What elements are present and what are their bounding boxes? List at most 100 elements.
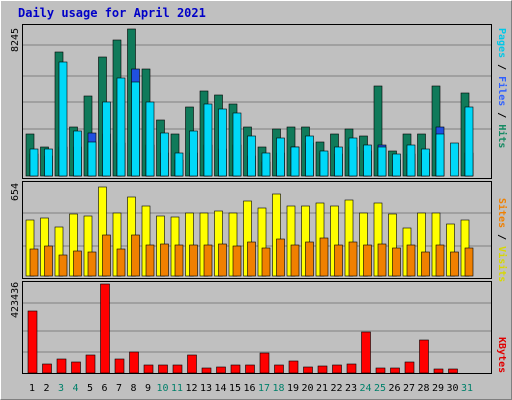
x-tick-label: 21 (315, 383, 329, 394)
x-tick-label: 14 (214, 383, 227, 394)
kbytes-bar-kbytes (85, 354, 96, 374)
x-tick-label: 9 (144, 383, 152, 394)
kbytes-bar-kbytes (129, 351, 139, 374)
x-tick-label: 2 (43, 383, 50, 394)
hits-bar-pages (290, 146, 300, 177)
hits-bar-pages (305, 135, 314, 177)
kbytes-bar-kbytes (346, 363, 357, 374)
kbytes-bar-kbytes (187, 354, 197, 374)
hits-bar-pages (73, 130, 82, 177)
visits-bar-sites (305, 241, 314, 277)
x-tick-label: 25 (373, 383, 387, 394)
legend-files: Files (496, 76, 507, 107)
hits-bar-pages (145, 101, 155, 177)
visits-bar-sites (218, 243, 227, 277)
kbytes-bar-kbytes (274, 364, 284, 374)
kbytes-bar-kbytes (230, 364, 241, 374)
visits-bar-sites (290, 244, 300, 277)
hits-ymax-label: 8245 (10, 27, 21, 52)
legend-pages: Pages (496, 28, 507, 59)
x-tick-label: 30 (446, 383, 459, 394)
x-tick-label: 1 (28, 383, 36, 394)
hits-bar-pages (334, 146, 343, 177)
kbytes-bar-kbytes (303, 366, 313, 374)
visits-bar-sites (450, 251, 459, 277)
legend-sep: / (496, 58, 507, 77)
visits-bar-sites (276, 238, 285, 277)
kbytes-bar-kbytes (201, 367, 212, 374)
kbytes-bar-kbytes (245, 364, 255, 374)
hits-bar-pages (160, 132, 169, 177)
hits-bar-pages (406, 144, 416, 177)
kbytes-bar-kbytes (390, 367, 400, 374)
kbytes-legend: KBytes (496, 337, 507, 373)
visits-bar-sites (247, 241, 256, 277)
hits-bar-pages (319, 150, 329, 177)
x-tick-label: 24 (359, 383, 372, 394)
kbytes-bar-kbytes (361, 331, 371, 374)
visits-bar-sites (334, 244, 343, 277)
x-tick-label: 4 (72, 383, 79, 394)
x-tick-label: 3 (57, 383, 65, 394)
x-tick-label: 16 (243, 383, 256, 394)
legend-sites: Sites (496, 198, 507, 229)
hits-bar-pages (421, 148, 430, 177)
hits-bar-pages (116, 77, 126, 177)
hits-bar-pages (131, 81, 140, 177)
x-tick-label: 8 (130, 383, 137, 394)
hits-bar-pages (189, 130, 198, 177)
x-tick-label: 23 (344, 383, 358, 394)
hits-bar-pages (392, 153, 401, 177)
visits-bar-sites (160, 243, 169, 277)
kbytes-bar-kbytes (172, 364, 183, 374)
hits-bar-pages (29, 148, 39, 177)
x-tick-label: 27 (402, 383, 416, 394)
x-tick-label: 31 (460, 383, 474, 394)
x-tick-label: 12 (185, 383, 198, 394)
kbytes-bar-kbytes (114, 358, 125, 374)
kbytes-bar-kbytes (448, 368, 458, 374)
hits-bar-pages (377, 146, 387, 177)
x-tick-label: 11 (170, 383, 184, 394)
visits-bar-sites (29, 248, 39, 277)
x-tick-label: 28 (417, 383, 430, 394)
legend-hits: Hits (496, 124, 507, 149)
x-tick-label: 15 (228, 383, 242, 394)
x-tick-label: 19 (286, 383, 300, 394)
x-tick-label: 29 (431, 383, 445, 394)
visits-bar-sites (421, 251, 430, 277)
hits-bar-pages (276, 137, 285, 177)
legend-sep: / (496, 228, 507, 247)
visits-bar-sites (87, 251, 97, 277)
hits-bar-pages (203, 103, 213, 177)
hits-bar-pages (174, 152, 184, 177)
visits-bar-sites (102, 234, 111, 277)
x-tick-label: 18 (272, 383, 285, 394)
hits-legend: Pages / Files / Hits (496, 28, 507, 148)
hits-bar-pages (348, 137, 358, 177)
visits-bar-sites (145, 244, 155, 277)
hits-bar-pages (102, 101, 111, 177)
visits-ymax-label: 654 (10, 182, 21, 201)
hits-bar-pages (464, 106, 474, 177)
kbytes-bar-kbytes (158, 364, 168, 374)
kbytes-bar-kbytes (56, 358, 67, 374)
kbytes-bar-kbytes (404, 361, 415, 374)
visits-bar-sites (116, 248, 126, 277)
hits-bar-pages (450, 142, 459, 177)
kbytes-bar-kbytes (216, 366, 226, 374)
visits-bar-sites (174, 244, 184, 277)
kbytes-bar-kbytes (332, 364, 342, 374)
visits-bar-sites (348, 241, 358, 277)
chart-title: Daily usage for April 2021 (18, 6, 206, 20)
legend-visits: Visits (496, 246, 507, 283)
x-tick-label: 5 (86, 383, 94, 394)
hits-bar-pages (363, 144, 372, 177)
kbytes-bar-kbytes (71, 361, 81, 374)
visits-bar-sites (392, 247, 401, 277)
kbytes-bar-kbytes (100, 283, 110, 374)
visits-bar-sites (73, 250, 82, 277)
visits-bar-sites (464, 247, 474, 277)
visits-bar-sites (189, 244, 198, 277)
